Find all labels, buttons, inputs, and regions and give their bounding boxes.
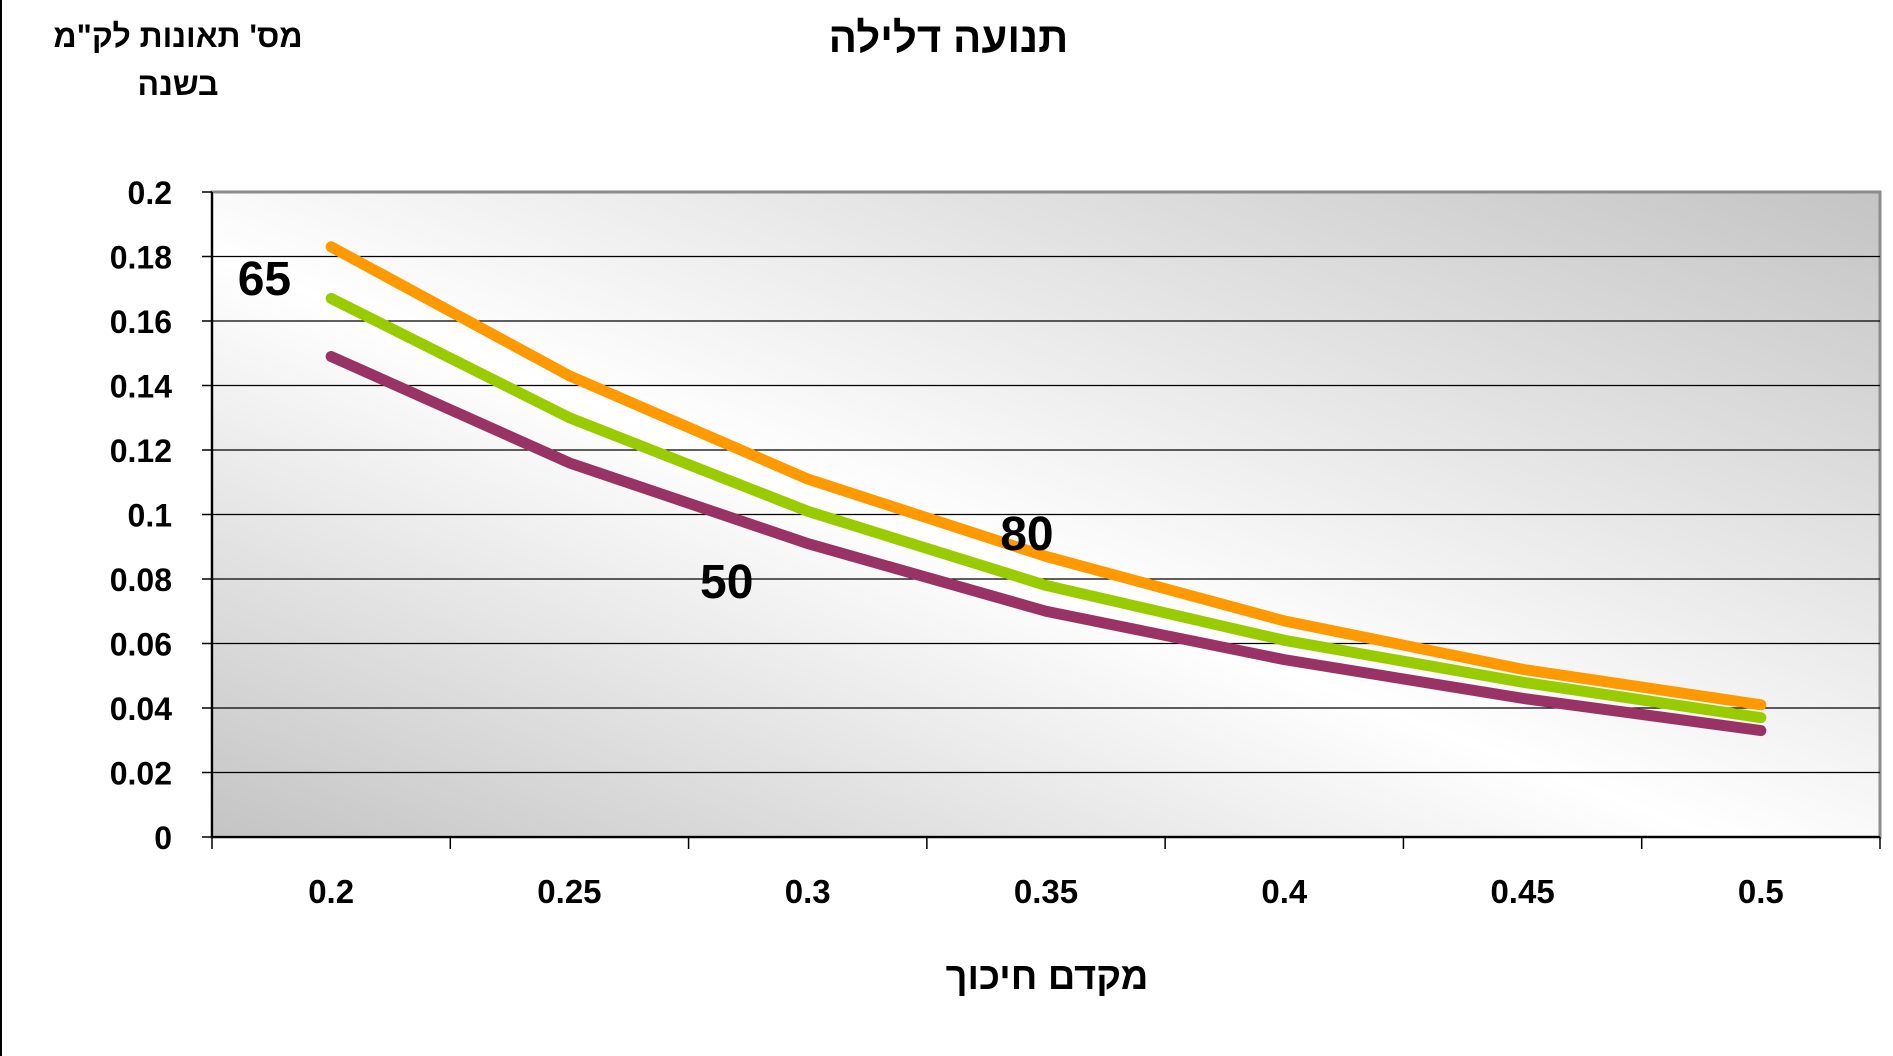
series-lines: [325, 241, 1767, 737]
series-line: [325, 350, 1767, 737]
series-line: [325, 241, 1767, 711]
series-label: 50: [700, 556, 753, 609]
series-label: 65: [238, 253, 291, 306]
y-tick-label: 0.06: [110, 627, 172, 663]
x-axis-label: מקדם חיכוך: [945, 956, 1149, 998]
y-axis-label: מס' תאונות לק"מ בשנה: [8, 12, 348, 108]
y-tick-label: 0.16: [110, 304, 172, 340]
x-tick-label: 0.5: [1738, 873, 1784, 910]
axes: 0 0.02 0.04 0.06 0.08 0.1 0.12 0.14 0.16 0.18 0.2 0…: [110, 175, 1881, 910]
y-tick-label: 0.12: [110, 433, 172, 469]
y-tick-label: 0.1: [128, 498, 172, 534]
x-tick-label: 0.35: [1014, 873, 1078, 910]
x-tick-label: 0.25: [537, 873, 601, 910]
series-labels: 65 80 50: [238, 253, 1054, 609]
x-tick-label: 0.45: [1490, 873, 1554, 910]
y-tick-label: 0.2: [128, 175, 172, 211]
y-tick-label: 0.04: [110, 691, 172, 727]
y-axis-label-line-2: בשנה: [137, 66, 219, 102]
chart-title: תנועה דלילה: [828, 14, 1069, 61]
x-tick-label: 0.2: [308, 873, 354, 910]
y-tick-label: 0: [154, 820, 172, 856]
y-tick-label: 0.18: [110, 240, 172, 276]
y-tick-label: 0.08: [110, 562, 172, 598]
x-tick-label: 0.3: [785, 873, 831, 910]
y-axis-label-line-1: מס' תאונות לק"מ: [53, 18, 303, 54]
series-label: 80: [1000, 508, 1053, 561]
y-tick-label: 0.02: [110, 756, 172, 792]
y-tick-label: 0.14: [110, 369, 172, 405]
series-line: [325, 292, 1767, 724]
x-tick-label: 0.4: [1261, 873, 1308, 910]
